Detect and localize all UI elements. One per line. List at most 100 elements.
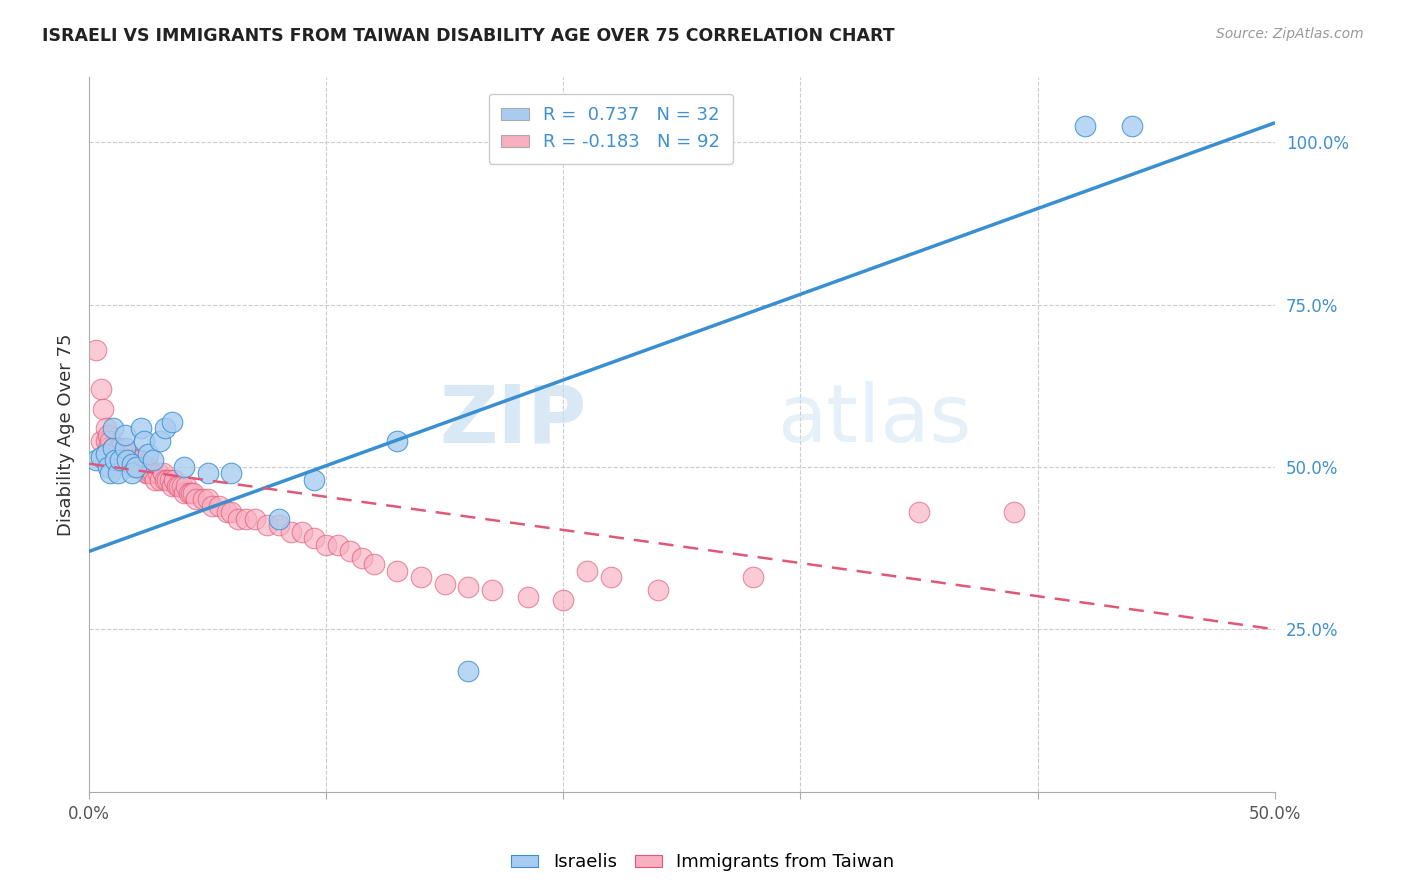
Point — [152, 467, 174, 481]
Point — [145, 473, 167, 487]
Text: ZIP: ZIP — [440, 381, 588, 459]
Point — [647, 583, 669, 598]
Point — [100, 467, 122, 481]
Point — [114, 441, 136, 455]
Point — [326, 538, 349, 552]
Point — [163, 473, 186, 487]
Point — [256, 518, 278, 533]
Point — [173, 460, 195, 475]
Point — [228, 512, 250, 526]
Point — [94, 447, 117, 461]
Point — [576, 564, 599, 578]
Point — [97, 427, 120, 442]
Point — [139, 467, 162, 481]
Point — [160, 479, 183, 493]
Point — [91, 401, 114, 416]
Point — [138, 467, 160, 481]
Point — [174, 479, 197, 493]
Point — [315, 538, 337, 552]
Point — [221, 467, 243, 481]
Point — [363, 558, 385, 572]
Point — [221, 505, 243, 519]
Point — [387, 434, 409, 448]
Point — [142, 467, 165, 481]
Point — [304, 473, 326, 487]
Point — [121, 457, 143, 471]
Point — [118, 453, 141, 467]
Text: atlas: atlas — [776, 381, 972, 459]
Point — [280, 524, 302, 539]
Point — [173, 486, 195, 500]
Point — [84, 343, 107, 358]
Point — [180, 486, 202, 500]
Point — [304, 532, 326, 546]
Point — [101, 447, 124, 461]
Point — [94, 434, 117, 448]
Point — [183, 486, 205, 500]
Legend: Israelis, Immigrants from Taiwan: Israelis, Immigrants from Taiwan — [505, 847, 901, 879]
Point — [184, 492, 207, 507]
Point — [208, 499, 231, 513]
Point — [104, 453, 127, 467]
Point — [215, 505, 238, 519]
Point — [481, 583, 503, 598]
Point — [114, 447, 136, 461]
Point — [114, 427, 136, 442]
Point — [122, 453, 145, 467]
Point — [101, 421, 124, 435]
Point — [125, 460, 148, 475]
Point — [97, 441, 120, 455]
Point — [128, 460, 150, 475]
Point — [409, 570, 432, 584]
Point — [170, 479, 193, 493]
Point — [516, 590, 538, 604]
Point — [149, 434, 172, 448]
Point — [108, 453, 131, 467]
Point — [90, 434, 112, 448]
Point — [132, 434, 155, 448]
Point — [101, 453, 124, 467]
Point — [129, 460, 152, 475]
Point — [160, 415, 183, 429]
Point — [94, 421, 117, 435]
Point — [146, 467, 169, 481]
Point — [457, 665, 479, 679]
Point — [1002, 505, 1025, 519]
Point — [153, 473, 176, 487]
Point — [107, 441, 129, 455]
Point — [177, 486, 200, 500]
Point — [90, 382, 112, 396]
Point — [108, 441, 131, 455]
Point — [291, 524, 314, 539]
Point — [138, 447, 160, 461]
Point — [201, 499, 224, 513]
Point — [125, 453, 148, 467]
Point — [107, 453, 129, 467]
Point — [118, 447, 141, 461]
Point — [125, 460, 148, 475]
Point — [111, 447, 134, 461]
Point — [387, 564, 409, 578]
Y-axis label: Disability Age Over 75: Disability Age Over 75 — [58, 334, 75, 536]
Point — [742, 570, 765, 584]
Point — [104, 453, 127, 467]
Point — [111, 453, 134, 467]
Point — [104, 447, 127, 461]
Point — [101, 441, 124, 455]
Point — [197, 467, 219, 481]
Point — [1121, 119, 1143, 133]
Point — [908, 505, 931, 519]
Point — [339, 544, 361, 558]
Point — [135, 467, 157, 481]
Point — [90, 450, 112, 465]
Point — [142, 453, 165, 467]
Point — [159, 473, 181, 487]
Point — [166, 479, 188, 493]
Point — [100, 434, 122, 448]
Point — [108, 453, 131, 467]
Text: ISRAELI VS IMMIGRANTS FROM TAIWAN DISABILITY AGE OVER 75 CORRELATION CHART: ISRAELI VS IMMIGRANTS FROM TAIWAN DISABI… — [42, 27, 894, 45]
Point — [100, 447, 122, 461]
Point — [132, 460, 155, 475]
Point — [121, 467, 143, 481]
Point — [149, 473, 172, 487]
